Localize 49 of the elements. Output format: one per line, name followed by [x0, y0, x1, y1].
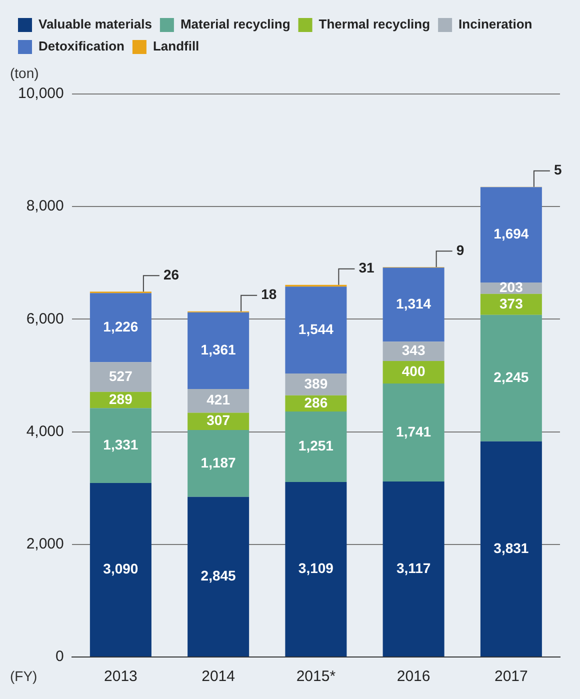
data-label: 307 — [206, 412, 230, 428]
data-label: 9 — [456, 242, 464, 258]
data-label: 1,694 — [494, 226, 529, 242]
y-tick-label: 4,000 — [26, 422, 64, 440]
data-label: 373 — [500, 295, 524, 312]
data-label: 3,109 — [298, 560, 334, 576]
y-tick-label: 8,000 — [26, 198, 64, 215]
x-tick-label: 2013 — [104, 668, 138, 686]
legend-label: Valuable materials — [38, 16, 152, 32]
data-label: 286 — [304, 394, 328, 410]
data-label: 2,245 — [494, 368, 529, 385]
data-label: 289 — [109, 390, 133, 407]
data-label: 203 — [500, 279, 524, 296]
y-tick-label: 2,000 — [26, 536, 64, 553]
x-tick-label: 2016 — [396, 668, 430, 686]
data-label: 1,331 — [103, 436, 138, 452]
data-label: 421 — [206, 392, 230, 408]
data-label: 31 — [358, 260, 374, 276]
data-label: 1,251 — [298, 438, 334, 454]
x-tick-label: 2015* — [296, 668, 336, 686]
data-label: 1,544 — [298, 320, 334, 337]
data-label: 1,314 — [396, 296, 432, 312]
data-label: 527 — [109, 368, 133, 384]
data-label: 400 — [402, 363, 426, 380]
data-label: 1,361 — [200, 342, 236, 358]
data-label: 1,187 — [200, 454, 236, 470]
y-tick-label: 10,000 — [18, 85, 64, 102]
data-label: 26 — [163, 266, 180, 283]
data-label: 3,117 — [396, 560, 431, 576]
legend-label: Detoxification — [38, 38, 125, 54]
x-tick-label: 2014 — [202, 668, 236, 686]
data-label: 1,741 — [396, 423, 432, 440]
data-label: 1,226 — [103, 318, 138, 335]
legend-label: Thermal recycling — [318, 16, 430, 32]
legend-label: Landfill — [152, 38, 200, 54]
y-tick-label: 6,000 — [26, 310, 64, 328]
data-label: 3,090 — [103, 560, 138, 577]
legend-label: Incineration — [458, 16, 532, 32]
y-tick-label: 0 — [56, 648, 64, 666]
x-tick-label: 2017 — [494, 668, 528, 686]
data-label: 3,831 — [494, 540, 529, 556]
legend-label: Material recycling — [180, 16, 290, 32]
data-label: 389 — [304, 375, 328, 392]
data-label: 343 — [402, 342, 426, 358]
data-label: 2,845 — [200, 568, 236, 584]
x-axis-title: (FY) — [10, 668, 38, 684]
data-label: 5 — [554, 162, 562, 178]
y-axis-title: (ton) — [10, 64, 39, 81]
data-label: 18 — [261, 286, 277, 302]
